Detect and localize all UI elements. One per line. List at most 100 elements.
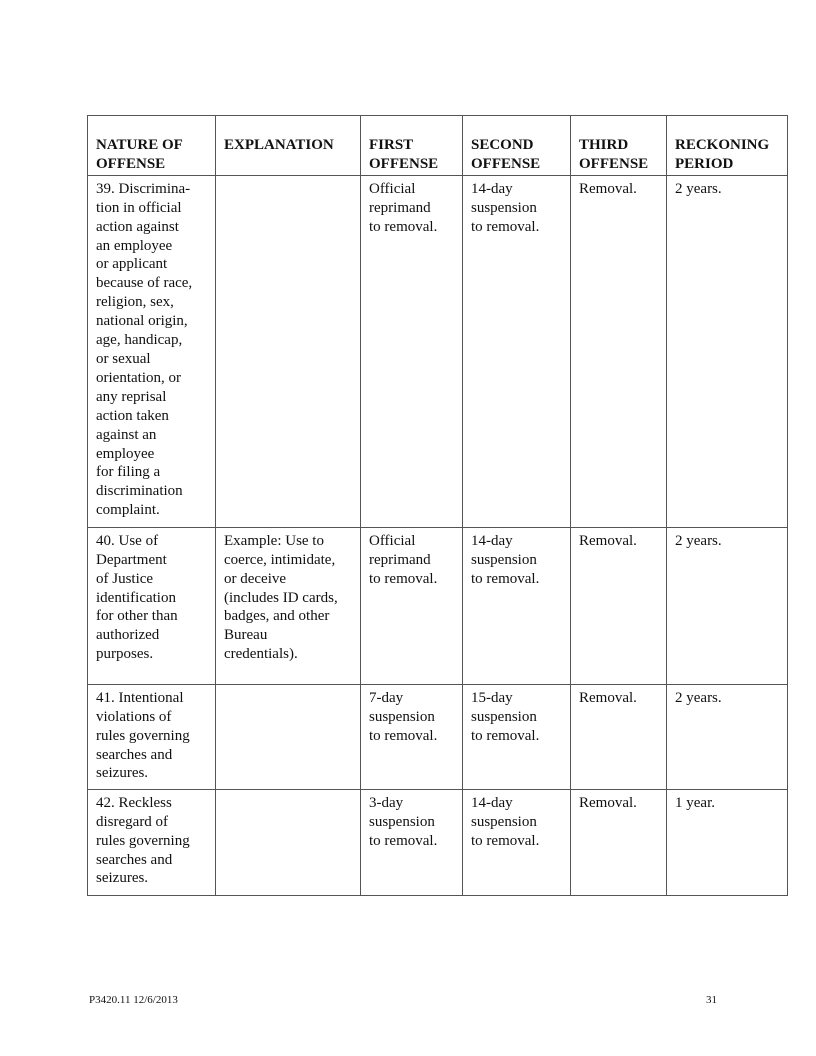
cell-line: RECKONING	[675, 137, 770, 153]
cell-reckoning-period: 1 year.	[666, 788, 788, 896]
table-row: 42. Reckless disregard of rules governing s…	[87, 788, 788, 896]
cell-line: PERIOD	[675, 155, 734, 172]
cell-line: or sexual	[96, 350, 151, 367]
cell-second-offense: 14-day suspension to removal.	[462, 788, 571, 896]
cell-line: orientation, or	[96, 369, 181, 386]
cell-line: 40. Use of	[96, 532, 159, 549]
cell-line: against an	[96, 426, 157, 443]
cell-line: authorized	[96, 627, 160, 644]
table-row: 40. Use of Department of Justice identifica…	[87, 526, 788, 685]
cell-nature-of-offense: 39. Discrimina-tion in official action ag…	[87, 174, 216, 528]
cell-line: Example: Use to	[224, 532, 324, 549]
cell-line: Removal.	[579, 689, 637, 706]
cell-line: complaint.	[96, 502, 160, 519]
cell-line: employee	[96, 445, 155, 462]
cell-explanation	[215, 174, 361, 528]
cell-line: seizures.	[96, 765, 149, 782]
cell-explanation	[215, 788, 361, 896]
cell-line: violations of	[96, 708, 172, 725]
cell-line: 39. Discrimina-	[96, 180, 191, 197]
cell-line: to removal.	[471, 832, 540, 849]
cell-line: discrimination	[96, 483, 183, 500]
cell-third-offense: Removal.	[570, 174, 667, 528]
page-number: 31	[706, 994, 717, 1006]
cell-line: suspension	[369, 813, 435, 830]
cell-line: an employee	[96, 237, 173, 254]
cell-second-offense: 15-day suspension to removal.	[462, 683, 571, 790]
cell-line: 2 years.	[675, 180, 722, 197]
cell-line: age, handicap,	[96, 332, 183, 349]
cell-line: identification	[96, 589, 176, 606]
cell-nature-of-offense: 42. Reckless disregard of rules governing s…	[87, 788, 216, 896]
cell-third-offense: Removal.	[570, 526, 667, 685]
cell-line: NATURE OF	[96, 137, 183, 153]
cell-line: coerce, intimidate,	[224, 551, 336, 568]
cell-reckoning-period: 2 years.	[666, 526, 788, 685]
cell-line: Official	[369, 532, 416, 549]
cell-line: rules governing	[96, 832, 190, 849]
cell-line: 2 years.	[675, 532, 722, 549]
cell-second-offense: 14-day suspension to removal.	[462, 174, 571, 528]
cell-line: 15-day	[471, 689, 513, 706]
cell-reckoning-period: 2 years.	[666, 683, 788, 790]
cell-first-offense: 7-day suspension to removal.	[360, 683, 463, 790]
cell-line: to removal.	[471, 218, 540, 235]
cell-line: 14-day	[471, 532, 513, 549]
cell-line: 14-day	[471, 180, 513, 197]
header-row: NATURE OF OFFENSE EXPLANATION FIRST OFFENSE S…	[87, 115, 788, 176]
cell-line: THIRD	[579, 137, 629, 153]
table-row: 39. Discrimina-tion in official action ag…	[87, 174, 788, 528]
cell-line: Bureau	[224, 627, 268, 644]
cell-line: OFFENSE	[579, 155, 649, 172]
cell-line: because of race,	[96, 275, 193, 292]
cell-line: any reprisal	[96, 388, 167, 405]
header-third-offense: THIRD OFFENSE	[570, 115, 667, 176]
cell-line: searches and	[96, 746, 173, 763]
header-second-offense: SECOND OFFENSE	[462, 115, 571, 176]
cell-line: 3-day	[369, 794, 404, 811]
cell-line: OFFENSE	[471, 155, 541, 172]
cell-line: EXPLANATION	[224, 137, 334, 153]
cell-line: action against	[96, 218, 179, 235]
cell-line: 1 year.	[675, 794, 715, 811]
cell-line: 2 years.	[675, 689, 722, 706]
cell-line: OFFENSE	[369, 155, 439, 172]
cell-line: national origin,	[96, 313, 188, 330]
cell-line: Removal.	[579, 794, 637, 811]
cell-line: for filing a	[96, 464, 161, 481]
cell-line: action taken	[96, 407, 169, 424]
cell-line: searches and	[96, 851, 173, 868]
cell-explanation: Example: Use to coerce, intimidate, or dec…	[215, 526, 361, 685]
header-nature-of-offense: NATURE OF OFFENSE	[87, 115, 216, 176]
cell-line: reprimand	[369, 551, 431, 568]
cell-line: or deceive	[224, 570, 287, 587]
cell-line: Official	[369, 180, 416, 197]
cell-line: of Justice	[96, 570, 154, 587]
cell-reckoning-period: 2 years.	[666, 174, 788, 528]
cell-third-offense: Removal.	[570, 683, 667, 790]
cell-line: 42. Reckless	[96, 794, 172, 811]
cell-line: reprimand	[369, 199, 431, 216]
cell-line: religion, sex,	[96, 294, 174, 311]
cell-line: disregard of	[96, 813, 169, 830]
cell-line: suspension	[369, 708, 435, 725]
cell-line: OFFENSE	[96, 155, 166, 172]
cell-line: or applicant	[96, 256, 168, 273]
cell-line: suspension	[471, 813, 537, 830]
cell-line: to removal.	[471, 570, 540, 587]
cell-line: 7-day	[369, 689, 404, 706]
cell-line: to removal.	[369, 727, 438, 744]
cell-line: seizures.	[96, 870, 149, 887]
cell-first-offense: Official reprimand to removal.	[360, 174, 463, 528]
cell-line: 14-day	[471, 794, 513, 811]
cell-line: SECOND	[471, 137, 534, 153]
cell-first-offense: 3-day suspension to removal.	[360, 788, 463, 896]
cell-line: Removal.	[579, 180, 637, 197]
cell-line: badges, and other	[224, 608, 330, 625]
cell-nature-of-offense: 40. Use of Department of Justice identifica…	[87, 526, 216, 685]
cell-nature-of-offense: 41. Intentional violations of rules govern…	[87, 683, 216, 790]
footer-doc-id: P3420.11 12/6/2013	[89, 994, 178, 1006]
cell-line: for other than	[96, 608, 178, 625]
cell-line: 41. Intentional	[96, 689, 184, 706]
cell-first-offense: Official reprimand to removal.	[360, 526, 463, 685]
